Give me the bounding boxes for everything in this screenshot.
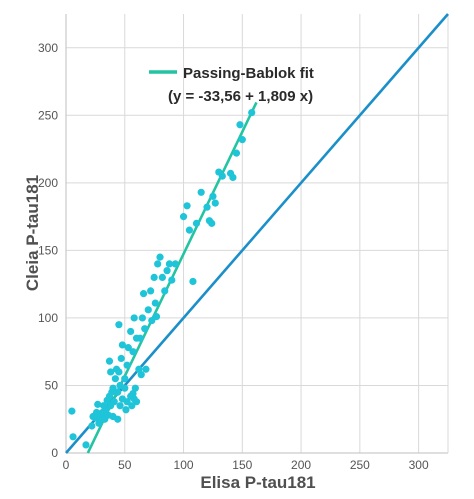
data-point [203,203,211,211]
data-point [107,368,115,376]
data-point [229,173,237,182]
x-tick-label: 200 [291,458,311,472]
y-tick-label: 200 [38,176,58,190]
y-tick-label: 250 [38,108,58,122]
x-tick-label: 100 [174,458,194,472]
data-point [82,441,90,449]
data-point [94,400,102,408]
data-point [183,202,191,210]
data-point [208,219,216,227]
x-tick-label: 50 [118,458,132,472]
x-axis-title: Elisa P-tau181 [200,473,315,492]
data-point [129,389,137,398]
data-point [137,371,145,379]
data-point [165,260,174,268]
data-point [232,149,241,157]
data-point [218,172,226,180]
data-point [236,121,244,129]
data-point [156,253,164,261]
data-point [128,402,136,410]
data-point [135,365,143,373]
data-point [142,365,150,373]
data-point [185,226,194,234]
data-point [147,287,155,295]
data-point [168,276,176,284]
data-point [171,260,179,268]
legend-label: Passing-Bablok fit [183,65,314,82]
data-point [122,406,130,414]
data-point [238,136,246,144]
y-tick-label: 300 [38,41,58,55]
data-point [121,375,129,383]
data-point [154,260,162,268]
data-point [131,384,139,392]
data-point [163,267,171,275]
data-point [115,321,123,329]
data-point [144,306,152,314]
data-point [189,277,197,286]
legend: Passing-Bablok fit (y = -33,56 + 1,809 x… [149,65,314,105]
data-point [192,219,201,227]
axes [65,14,449,454]
data-point [123,361,131,369]
data-point [116,402,124,410]
data-point [118,341,127,349]
data-point [141,325,149,333]
data-points [68,109,256,449]
data-point [161,287,169,295]
data-point [102,406,110,414]
x-tick-label: 150 [232,458,252,472]
data-point [121,384,129,392]
data-point [158,273,166,281]
data-point [129,348,137,356]
data-point [69,433,77,441]
data-point [150,273,158,281]
data-point [138,314,146,322]
data-point [114,388,122,396]
data-point [127,327,135,336]
data-point [124,344,132,352]
data-point [117,354,125,363]
data-point [179,213,188,221]
data-point [68,407,76,415]
y-tick-label: 150 [38,243,58,257]
data-point [123,398,131,406]
data-point [130,314,138,322]
data-point [148,317,156,325]
data-point [105,357,114,365]
data-point [211,199,219,207]
data-point [136,334,144,342]
data-point [115,368,123,376]
x-tick-label: 250 [350,458,370,472]
data-point [132,398,141,406]
data-point [151,299,159,307]
data-point [88,422,96,430]
x-tick-label: 0 [63,458,70,472]
identity-line [65,13,449,454]
tick-labels: 0 50 100 150 200 250 300 0 50 100 150 200 250 300 [38,41,429,472]
data-point [197,188,205,196]
data-point [109,384,117,392]
data-point [110,398,118,406]
data-point [114,415,122,423]
data-point [248,109,256,117]
y-tick-label: 100 [38,311,58,325]
legend-equation: (y = -33,56 + 1,809 x) [168,88,313,105]
data-point [152,312,161,321]
y-axis-title: Cleia P-tau181 [23,175,42,291]
x-tick-label: 300 [409,458,429,472]
grid [66,14,448,453]
y-tick-label: 50 [45,378,59,392]
data-point [209,192,217,200]
y-tick-label: 0 [51,446,58,460]
data-point [111,375,119,383]
data-point [139,290,148,298]
